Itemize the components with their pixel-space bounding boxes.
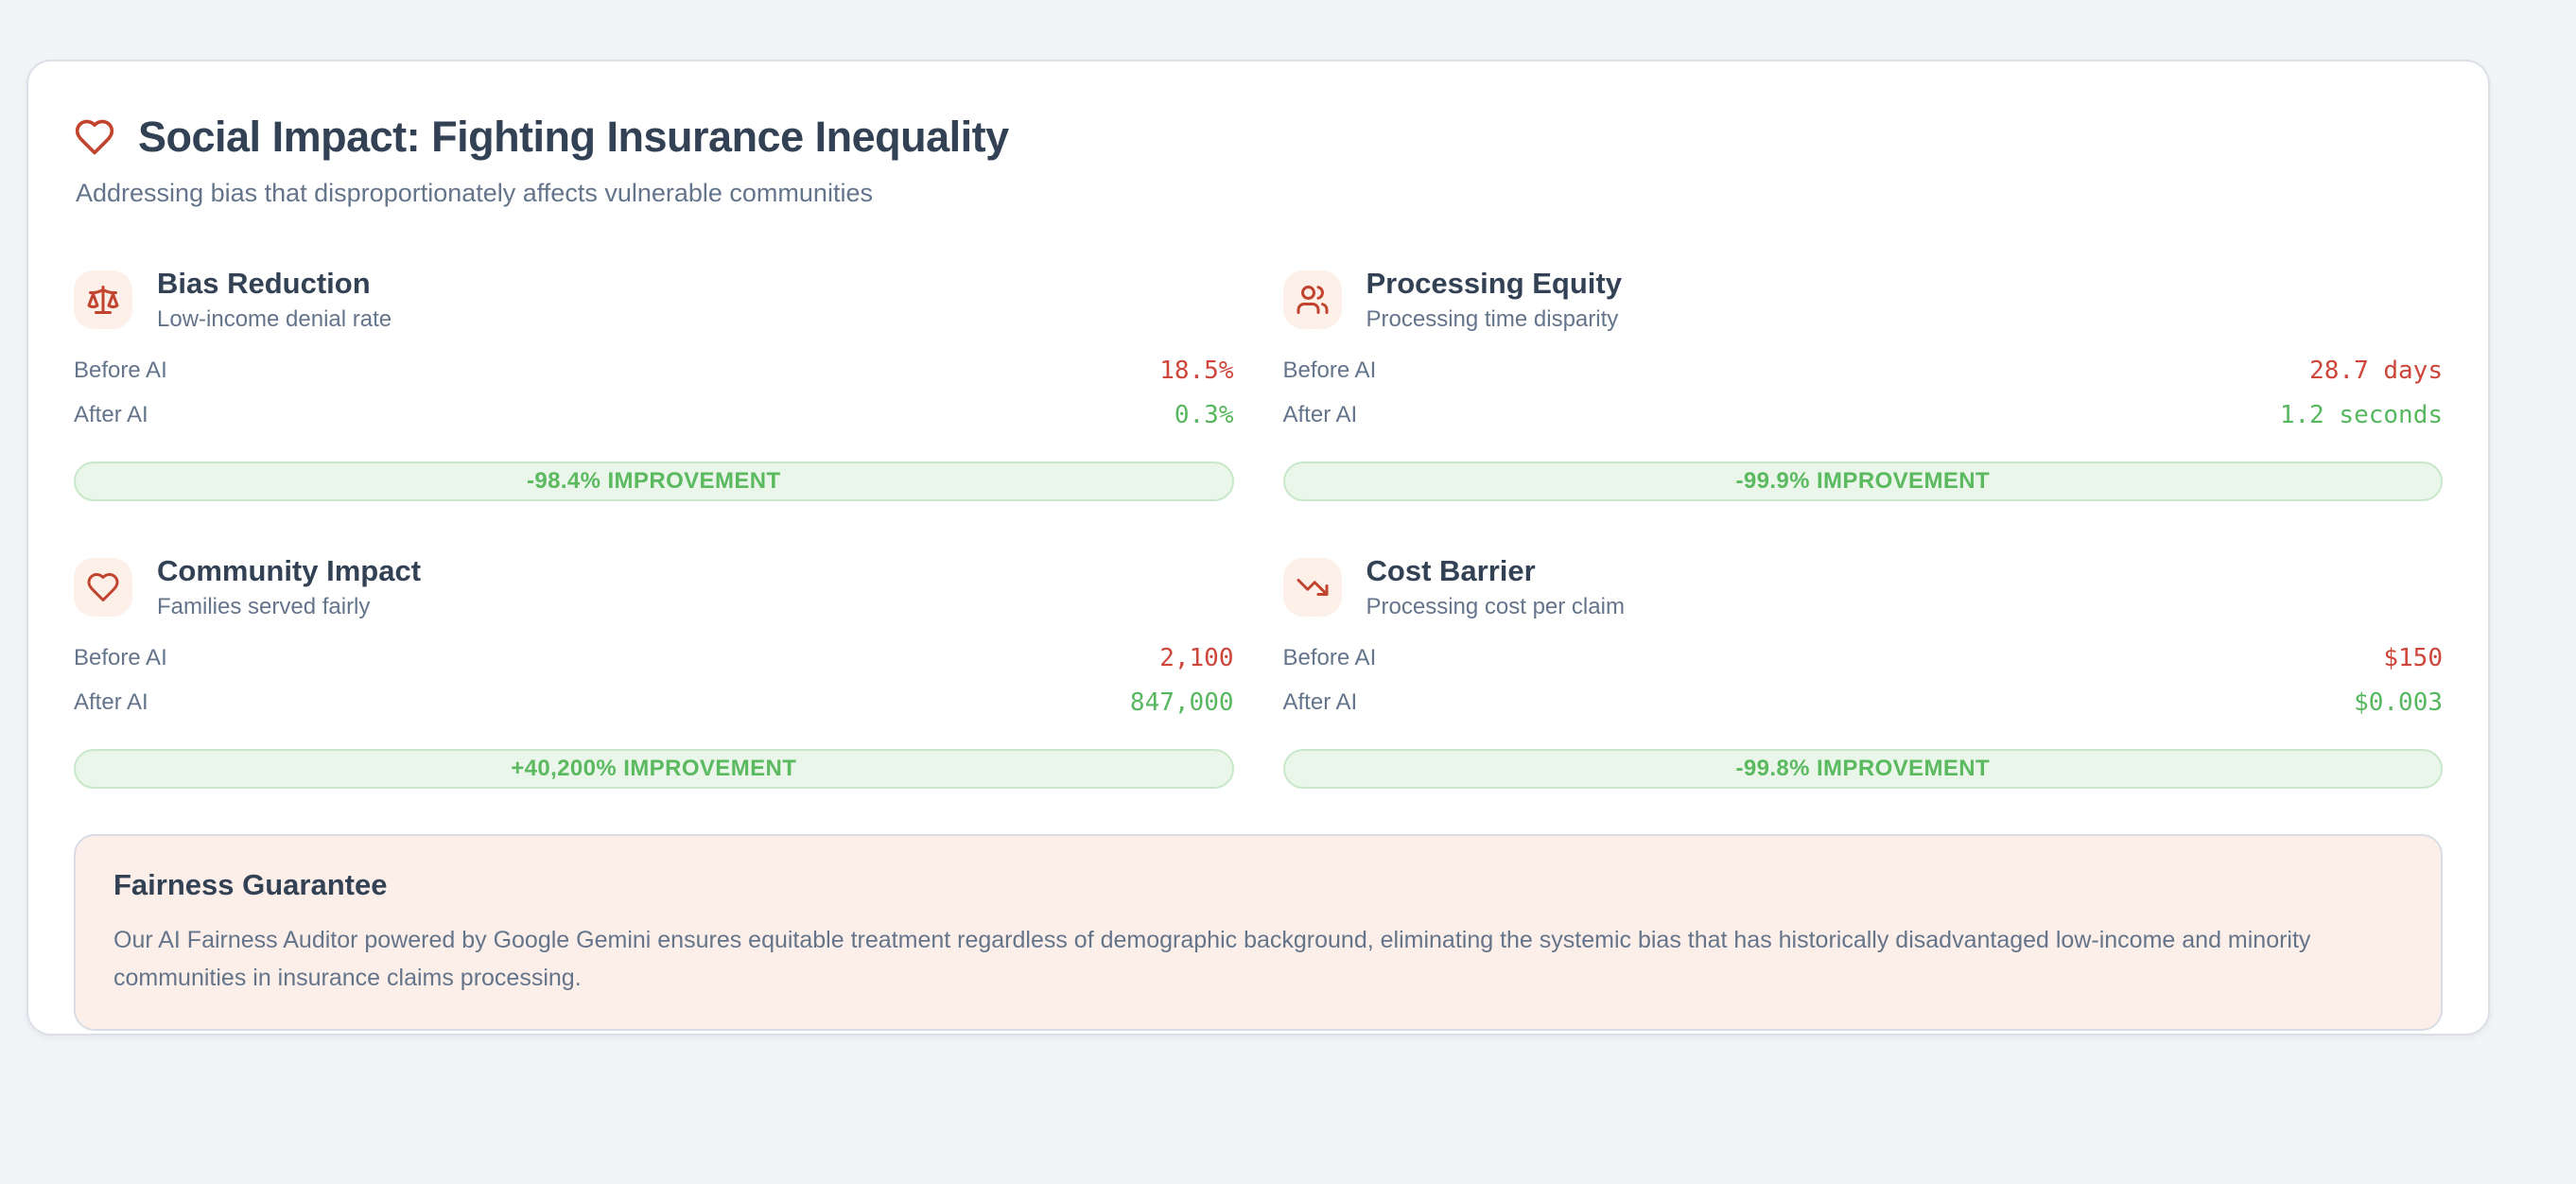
before-ai-row: Before AI 2,100 <box>74 636 1234 680</box>
scales-icon <box>87 286 119 314</box>
after-ai-label: After AI <box>74 401 148 427</box>
metric-rows: Before AI 2,100 After AI 847,000 <box>74 636 1234 724</box>
before-ai-value: $150 <box>2383 643 2443 672</box>
fairness-guarantee-title: Fairness Guarantee <box>113 868 388 901</box>
page-title: Social Impact: Fighting Insurance Inequa… <box>138 113 1009 161</box>
before-ai-row: Before AI 28.7 days <box>1283 348 2444 392</box>
metric-header: Processing Equity Processing time dispar… <box>1282 267 2444 333</box>
metrics-grid: Bias Reduction Low-income denial rate Be… <box>74 267 2443 789</box>
metric-title: Community Impact <box>157 554 422 587</box>
metric-header: Bias Reduction Low-income denial rate <box>74 267 1234 333</box>
before-ai-row: Before AI 18.5% <box>74 348 1234 392</box>
after-ai-row: After AI 1.2 seconds <box>1283 392 2444 437</box>
metric-rows: Before AI 18.5% After AI 0.3% <box>74 348 1234 437</box>
metric-title: Processing Equity <box>1366 267 1622 300</box>
improvement-badge: +40,200% IMPROVEMENT <box>74 749 1234 789</box>
fairness-guarantee-callout: Fairness Guarantee Our AI Fairness Audit… <box>74 834 2443 1031</box>
improvement-badge: -99.9% IMPROVEMENT <box>1282 461 2443 501</box>
page-subtitle: Addressing bias that disproportionately … <box>76 179 873 207</box>
heart-icon <box>87 573 119 601</box>
metric-rows: Before AI 28.7 days After AI 1.2 seconds <box>1283 348 2444 437</box>
icon-tile <box>1282 558 1342 617</box>
improvement-badge: -99.8% IMPROVEMENT <box>1282 749 2443 789</box>
social-impact-panel: Social Impact: Fighting Insurance Inequa… <box>26 60 2490 1036</box>
metric-card-community-impact: Community Impact Families served fairly … <box>74 554 1234 789</box>
before-ai-value: 28.7 days <box>2309 356 2443 385</box>
after-ai-value: 0.3% <box>1174 400 1234 429</box>
before-ai-value: 2,100 <box>1159 643 1234 672</box>
metric-card-bias-reduction: Bias Reduction Low-income denial rate Be… <box>74 267 1234 501</box>
after-ai-row: After AI $0.003 <box>1283 680 2444 724</box>
after-ai-row: After AI 0.3% <box>74 392 1234 437</box>
after-ai-value: $0.003 <box>2354 688 2443 717</box>
metric-card-processing-equity: Processing Equity Processing time dispar… <box>1282 267 2444 501</box>
metric-subtitle: Families served fairly <box>157 594 371 619</box>
after-ai-row: After AI 847,000 <box>74 680 1234 724</box>
metric-subtitle: Processing cost per claim <box>1366 594 1625 619</box>
before-ai-label: Before AI <box>1282 357 1377 383</box>
after-ai-value: 1.2 seconds <box>2279 400 2443 429</box>
users-icon <box>1297 286 1328 314</box>
metric-subtitle: Low-income denial rate <box>157 306 392 332</box>
before-ai-value: 18.5% <box>1159 356 1234 385</box>
metric-title: Bias Reduction <box>157 267 371 300</box>
icon-tile <box>1282 270 1342 329</box>
metric-header-text: Bias Reduction Low-income denial rate <box>157 267 392 333</box>
before-ai-label: Before AI <box>74 644 167 670</box>
metric-header: Community Impact Families served fairly <box>74 554 1234 620</box>
after-ai-label: After AI <box>74 688 148 715</box>
before-ai-label: Before AI <box>1282 644 1377 670</box>
panel-header: Social Impact: Fighting Insurance Inequa… <box>74 113 2443 162</box>
metric-title: Cost Barrier <box>1366 554 1536 587</box>
before-ai-label: Before AI <box>74 357 167 383</box>
before-ai-row: Before AI $150 <box>1283 636 2444 680</box>
metric-header-text: Cost Barrier Processing cost per claim <box>1366 554 1625 620</box>
metric-header-text: Community Impact Families served fairly <box>157 554 421 620</box>
icon-tile <box>74 558 132 617</box>
trending-down-icon <box>1297 579 1328 596</box>
after-ai-value: 847,000 <box>1129 688 1234 717</box>
improvement-badge: -98.4% IMPROVEMENT <box>74 461 1234 501</box>
metric-header: Cost Barrier Processing cost per claim <box>1282 554 2444 620</box>
fairness-guarantee-body: Our AI Fairness Auditor powered by Googl… <box>113 927 2311 991</box>
metric-rows: Before AI $150 After AI $0.003 <box>1283 636 2444 724</box>
metric-header-text: Processing Equity Processing time dispar… <box>1366 267 1622 333</box>
heart-icon <box>75 119 114 155</box>
after-ai-label: After AI <box>1282 688 1358 715</box>
after-ai-label: After AI <box>1282 401 1358 427</box>
metric-card-cost-barrier: Cost Barrier Processing cost per claim B… <box>1282 554 2444 789</box>
icon-tile <box>74 270 132 329</box>
metric-subtitle: Processing time disparity <box>1366 306 1619 332</box>
